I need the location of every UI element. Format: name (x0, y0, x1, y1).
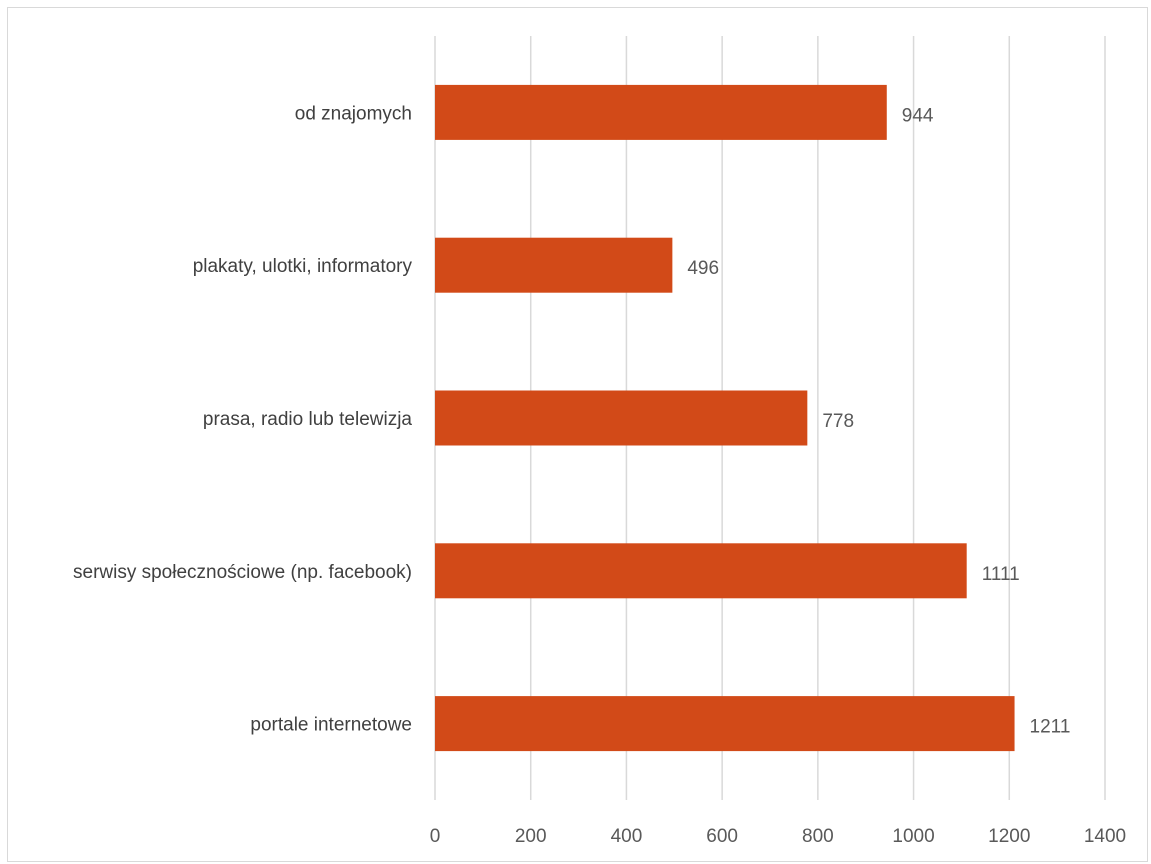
category-label: od znajomych (295, 103, 412, 124)
x-tick-label: 200 (515, 826, 547, 847)
data-label: 778 (822, 411, 854, 432)
x-tick-label: 400 (611, 826, 643, 847)
x-tick-label: 1000 (892, 826, 934, 847)
bar (435, 543, 967, 599)
x-tick-label: 1400 (1084, 826, 1126, 847)
data-label: 1111 (982, 564, 1020, 585)
bars (435, 84, 1015, 752)
data-label: 944 (902, 105, 934, 126)
gridlines (434, 36, 1106, 800)
data-label: 1211 (1030, 717, 1071, 738)
bar (435, 84, 887, 140)
bar (435, 237, 673, 293)
category-label: serwisy społecznościowe (np. facebook) (73, 562, 412, 583)
x-axis-tick-labels: 0 200 400 600 800 1000 1200 1400 (430, 826, 1126, 847)
x-tick-label: 600 (706, 826, 738, 847)
data-label: 496 (687, 258, 719, 279)
category-label: portale internetowe (250, 715, 412, 736)
x-tick-label: 800 (802, 826, 834, 847)
x-tick-label: 1200 (988, 826, 1030, 847)
bar (435, 696, 1015, 752)
x-tick-label: 0 (430, 826, 441, 847)
category-labels: od znajomych plakaty, ulotki, informatory… (73, 103, 412, 735)
category-label: plakaty, ulotki, informatory (193, 256, 413, 277)
bar (435, 390, 808, 446)
category-label: prasa, radio lub telewizja (203, 409, 413, 430)
data-labels: 944 496 778 1111 1211 (687, 105, 1070, 737)
